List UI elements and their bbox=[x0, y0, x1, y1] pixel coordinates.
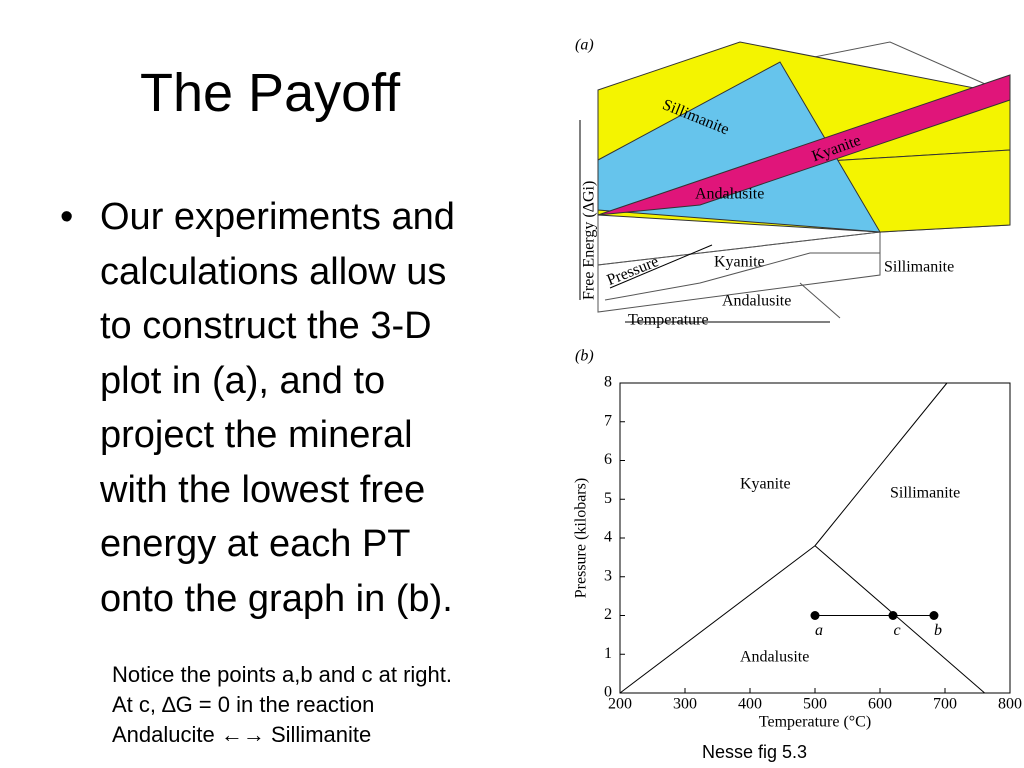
phase-boundary bbox=[814, 545, 985, 694]
x-axis-label: Temperature (°C) bbox=[759, 714, 871, 731]
x-tick-label: 700 bbox=[933, 696, 957, 713]
base-label: Sillimanite bbox=[884, 259, 954, 276]
note-line: Andalucite ←→ Sillimanite bbox=[112, 722, 372, 747]
bullet-line: Our experiments and bbox=[100, 196, 455, 238]
x-tick-label: 500 bbox=[803, 696, 827, 713]
surface bbox=[597, 74, 1011, 216]
point bbox=[929, 611, 939, 620]
surface bbox=[597, 61, 881, 233]
x-tick-label: 400 bbox=[738, 696, 762, 713]
y-tick-label: 8 bbox=[604, 374, 612, 391]
bullet-line: project the mineral bbox=[100, 414, 413, 456]
caption: Nesse fig 5.3 bbox=[702, 742, 808, 762]
slide-title: The Payoff bbox=[140, 63, 401, 123]
bullet-line: to construct the 3-D bbox=[100, 305, 432, 347]
figure-label: (a) bbox=[575, 37, 594, 54]
point bbox=[888, 611, 898, 620]
y-tick-label: 1 bbox=[604, 645, 612, 662]
x-tick-label: 600 bbox=[868, 696, 892, 713]
point bbox=[810, 611, 820, 620]
axis-label: Temperature bbox=[628, 312, 709, 329]
y-tick-label: 6 bbox=[604, 451, 612, 468]
axis-label: Free Energy (ΔGi) bbox=[581, 181, 598, 300]
note: Notice the points a,b and c at right. At … bbox=[112, 660, 452, 750]
bullet-line: onto the graph in (b). bbox=[100, 577, 453, 620]
note-line: Notice the points a,b and c at right. bbox=[112, 662, 452, 687]
point-label: a bbox=[815, 622, 823, 639]
axis-arrow bbox=[609, 244, 713, 289]
figure-a bbox=[579, 41, 1011, 323]
point-label: b bbox=[934, 622, 942, 639]
bullet: • Our experiments and calculations allow u… bbox=[60, 190, 455, 626]
base-boundary bbox=[604, 252, 880, 301]
plot-frame bbox=[619, 382, 1011, 694]
figure-b bbox=[619, 382, 1011, 694]
field-label: Sillimanite bbox=[890, 485, 960, 502]
field-label: Andalusite bbox=[740, 649, 809, 666]
phase-boundary bbox=[619, 545, 816, 694]
y-tick-label: 7 bbox=[604, 412, 612, 429]
y-tick-label: 3 bbox=[604, 567, 612, 584]
x-tick-label: 300 bbox=[673, 696, 697, 713]
figure-label: (b) bbox=[575, 348, 594, 365]
phase-boundary bbox=[814, 382, 948, 547]
point-label: c bbox=[893, 622, 900, 639]
y-tick-label: 5 bbox=[604, 490, 612, 507]
field-label: Kyanite bbox=[740, 476, 791, 493]
base-label: Andalusite bbox=[722, 293, 791, 310]
base-boundary bbox=[799, 282, 841, 319]
axis-label: Pressure bbox=[605, 253, 662, 289]
note-line: At c, ∆G = 0 in the reaction bbox=[112, 692, 375, 717]
bullet-line: energy at each PT bbox=[100, 523, 411, 565]
y-axis-label: Pressure (kilobars) bbox=[573, 478, 590, 598]
bullet-line: with the lowest free bbox=[100, 468, 426, 511]
bullet-line: calculations allow us bbox=[100, 250, 447, 293]
y-tick-label: 4 bbox=[604, 529, 612, 546]
y-tick-label: 0 bbox=[604, 684, 612, 701]
base-label: Kyanite bbox=[714, 254, 765, 271]
bullet-line: plot in (a), and to bbox=[100, 359, 386, 402]
x-tick-label: 800 bbox=[998, 696, 1022, 713]
x-tick-label: 200 bbox=[608, 696, 632, 713]
surface-label: Andalusite bbox=[695, 186, 764, 203]
y-tick-label: 2 bbox=[604, 606, 612, 623]
